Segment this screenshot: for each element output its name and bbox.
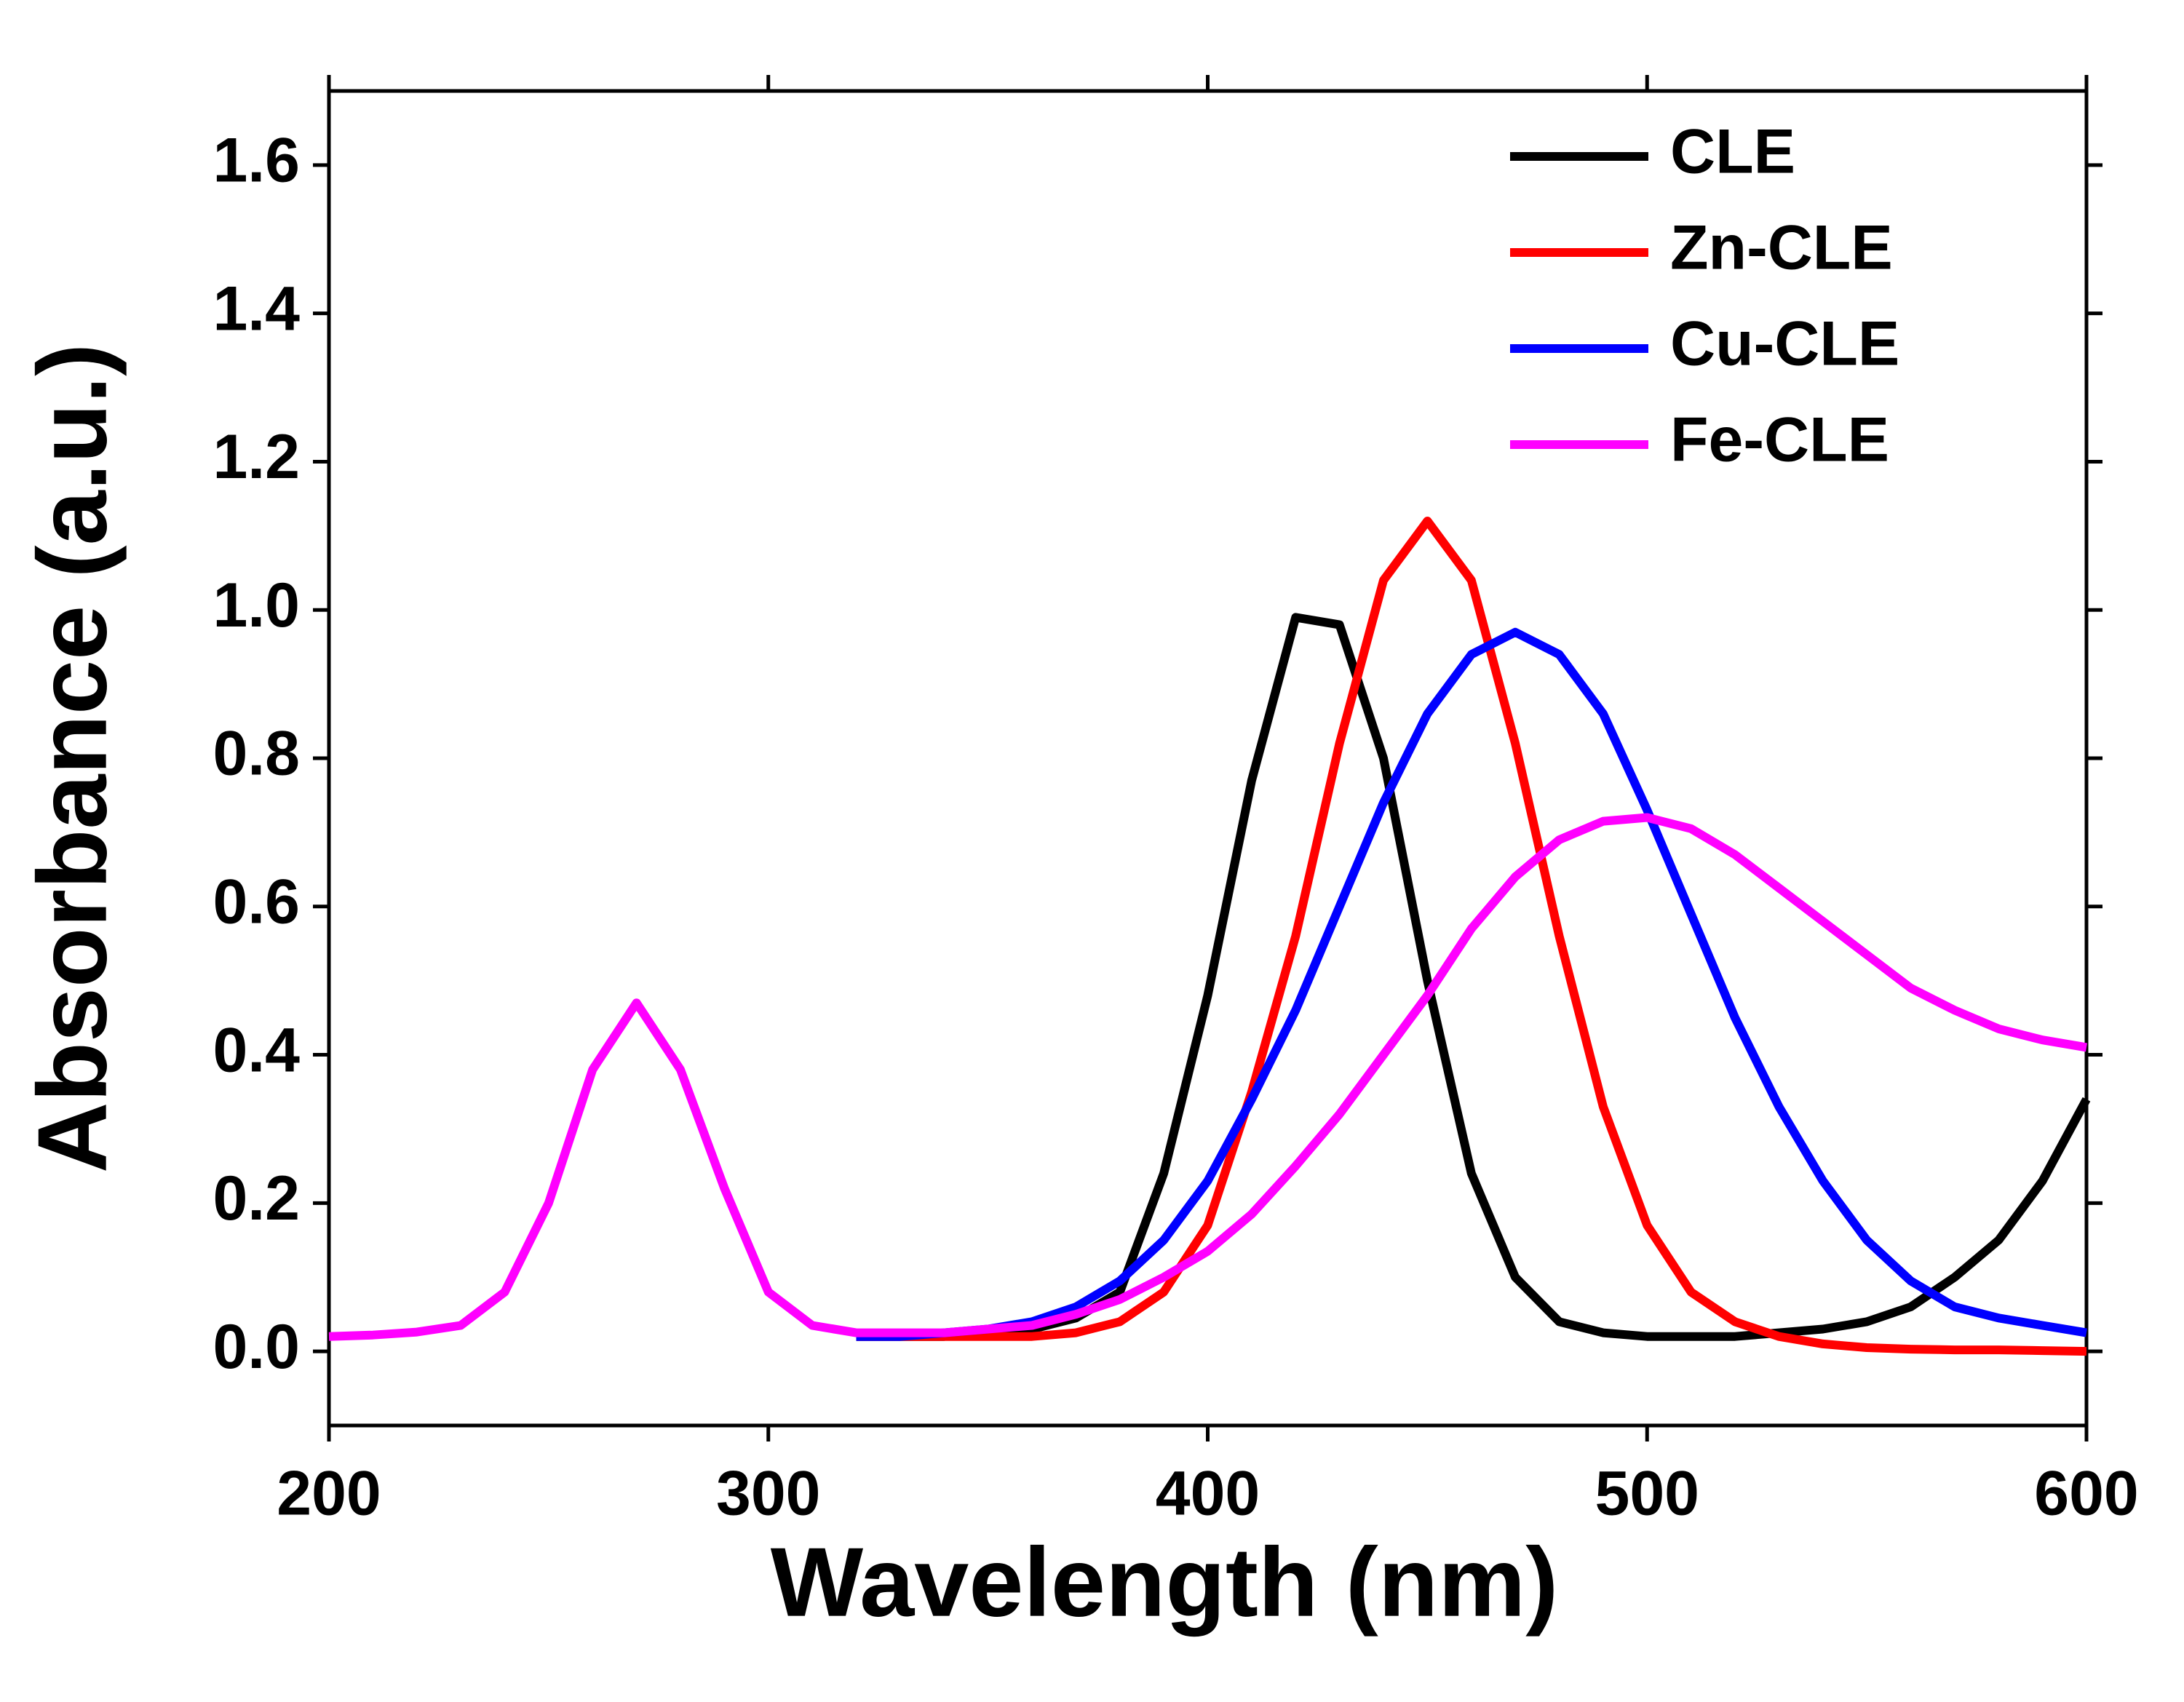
y-tick-label: 0.2 (213, 1164, 300, 1233)
y-tick-label: 1.2 (213, 422, 300, 492)
y-tick-label: 0.0 (213, 1312, 300, 1382)
y-axis-title: Absorbance (a.u.) (17, 343, 127, 1173)
series-line (856, 517, 2087, 1356)
legend-label: CLE (1670, 117, 1795, 187)
x-tick-label: 500 (1595, 1459, 1700, 1529)
x-tick-label: 400 (1156, 1459, 1260, 1529)
y-tick-label: 0.4 (213, 1015, 300, 1085)
y-tick-label: 0.6 (213, 867, 300, 937)
x-axis-title: Wavelength (nm) (771, 1527, 1559, 1637)
series-line (328, 813, 2087, 1341)
x-tick-label: 200 (277, 1459, 381, 1529)
y-tick-label: 1.0 (213, 570, 300, 640)
legend-label: Zn-CLE (1670, 213, 1893, 283)
y-tick-label: 1.4 (213, 274, 300, 343)
series-line (856, 627, 2087, 1341)
y-tick-label: 0.8 (213, 719, 300, 789)
y-tick-label: 1.6 (213, 126, 300, 196)
x-tick-label: 300 (716, 1459, 821, 1529)
legend-label: Cu-CLE (1670, 309, 1899, 379)
legend-label: Fe-CLE (1670, 405, 1889, 475)
x-tick-label: 600 (2034, 1459, 2139, 1529)
